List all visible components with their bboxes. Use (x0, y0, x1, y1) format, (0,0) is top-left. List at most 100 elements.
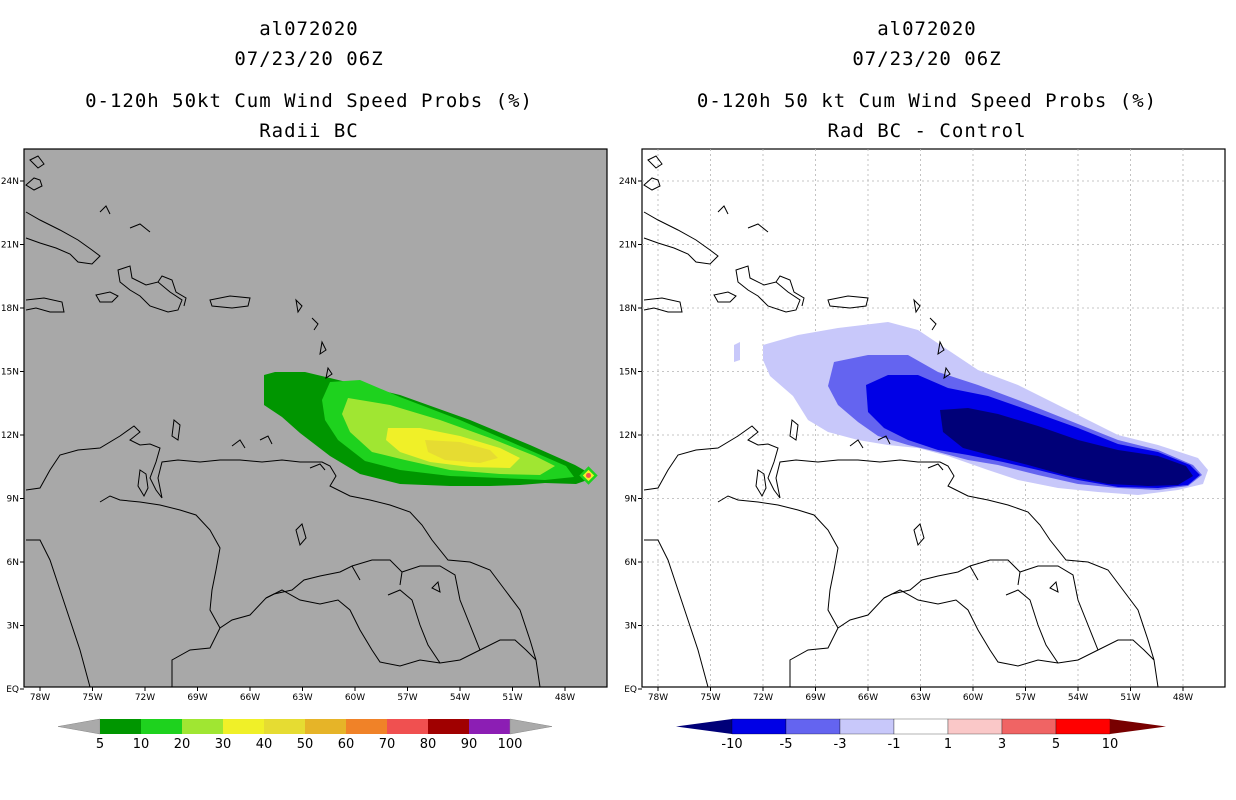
right-lat-ticks: 24N 21N 18N 15N 12N 9N 6N 3N EQ (619, 177, 642, 695)
lon-tick-label: 78W (30, 693, 50, 703)
lat-tick-label: 6N (7, 558, 19, 568)
lon-tick-label: 75W (82, 693, 102, 703)
colorbar-arrow-high (509, 718, 553, 735)
colorbar-swatch (387, 719, 428, 734)
right-title-product: 0-120h 50 kt Cum Wind Speed Probs (%) (696, 90, 1158, 112)
lon-tick-label: 66W (858, 693, 878, 703)
lat-tick-label: 24N (1, 177, 19, 187)
colorbar-arrow-high (1110, 719, 1166, 734)
colorbar-swatch (839, 718, 895, 735)
lon-tick-label: 63W (910, 693, 930, 703)
lon-tick-label: 51W (502, 693, 522, 703)
lat-tick-label: 15N (1, 368, 19, 378)
colorbar-swatch (947, 718, 1003, 735)
lat-tick-label: 18N (1, 304, 19, 314)
lat-tick-label: 12N (1, 431, 19, 441)
lat-tick-label: 15N (619, 368, 637, 378)
colorbar-label: 60 (338, 737, 355, 752)
lat-tick-label: 12N (619, 431, 637, 441)
lon-tick-label: 57W (1015, 693, 1035, 703)
colorbar-label: -1 (888, 737, 901, 752)
lon-tick-label: 69W (187, 693, 207, 703)
right-diff-minus1-b (734, 342, 740, 362)
colorbar-arrow-low (57, 718, 101, 735)
colorbar-swatch (141, 719, 182, 734)
colorbar-label: -3 (834, 737, 847, 752)
colorbar-label: 5 (96, 737, 104, 752)
colorbar-swatch (100, 719, 141, 734)
lon-tick-label: 54W (1068, 693, 1088, 703)
colorbar-swatch (785, 718, 841, 735)
colorbar-label: 50 (297, 737, 314, 752)
lon-tick-label: 72W (135, 693, 155, 703)
colorbar-swatch (469, 719, 510, 734)
left-lat-ticks: 24N 21N 18N 15N 12N 9N 6N 3N EQ (1, 177, 24, 695)
lon-tick-label: 48W (555, 693, 575, 703)
colorbar-label: 40 (256, 737, 273, 752)
colorbar-label: 1 (944, 737, 952, 752)
colorbar-label: 10 (133, 737, 150, 752)
colorbar-swatch (428, 719, 469, 734)
lon-tick-label: 69W (805, 693, 825, 703)
colorbar-swatch (182, 719, 223, 734)
right-difference-shading (734, 322, 1208, 495)
left-coastlines (25, 155, 541, 688)
left-panel: al072020 07/23/20 06Z 0-120h 50kt Cum Wi… (1, 18, 608, 752)
colorbar-label: 90 (461, 737, 478, 752)
colorbar-label: -10 (721, 737, 742, 752)
lat-tick-label: 24N (619, 177, 637, 187)
right-map: 78W 75W 72W 69W 66W 63W 60W 57W 54W 51W 48W 24N 21N… (619, 148, 1226, 752)
colorbar-swatch (346, 719, 387, 734)
lat-tick-label: 18N (619, 304, 637, 314)
right-lon-ticks: 78W 75W 72W 69W 66W 63W 60W 57W 54W 51W 48W (648, 687, 1193, 703)
lon-tick-label: 60W (345, 693, 365, 703)
colorbar-label: 10 (1102, 737, 1119, 752)
lon-tick-label: 66W (240, 693, 260, 703)
colorbar-label: 3 (998, 737, 1006, 752)
colorbar-swatch (305, 719, 346, 734)
left-title-product: 0-120h 50kt Cum Wind Speed Probs (%) (85, 90, 533, 112)
colorbar-label: 100 (498, 737, 523, 752)
colorbar-label: 70 (379, 737, 396, 752)
lat-tick-label: 3N (625, 622, 637, 632)
left-title-subtitle: Radii BC (259, 120, 359, 142)
lon-tick-label: 78W (648, 693, 668, 703)
colorbar-swatch (731, 718, 787, 735)
lat-tick-label: 9N (7, 495, 19, 505)
colorbar-swatch (264, 719, 305, 734)
colorbar-swatch (1001, 718, 1057, 735)
lon-tick-label: 48W (1173, 693, 1193, 703)
left-lon-ticks: 78W 75W 72W 69W 66W 63W 60W 57W 54W 51W 48W (30, 687, 575, 703)
right-title-subtitle: Rad BC - Control (827, 120, 1027, 142)
left-title-storm: al072020 (259, 18, 359, 40)
lon-tick-label: 75W (700, 693, 720, 703)
left-title-date: 07/23/20 06Z (234, 48, 384, 70)
lon-tick-label: 60W (963, 693, 983, 703)
lon-tick-label: 54W (450, 693, 470, 703)
left-probability-shading (264, 372, 598, 486)
left-prob-40 (425, 440, 498, 463)
left-map: 78W 75W 72W 69W 66W 63W 60W 57W 54W 51W 48W 24N 21N… (1, 148, 608, 752)
colorbar-label: 20 (174, 737, 191, 752)
right-title-date: 07/23/20 06Z (852, 48, 1002, 70)
lat-tick-label: EQ (624, 685, 637, 695)
lat-tick-label: 6N (625, 558, 637, 568)
colorbar-swatch (223, 719, 264, 734)
right-panel: al072020 07/23/20 06Z 0-120h 50 kt Cum W… (618, 0, 1236, 800)
colorbar-arrow-low (676, 719, 732, 734)
left-colorbar: 5 10 20 30 40 50 60 70 80 90 100 (57, 718, 553, 752)
lon-tick-label: 63W (292, 693, 312, 703)
right-coastlines (643, 155, 1159, 688)
lon-tick-label: 51W (1120, 693, 1140, 703)
colorbar-label: 30 (215, 737, 232, 752)
lat-tick-label: EQ (6, 685, 19, 695)
right-colorbar: -10 -5 -3 -1 1 3 5 10 (676, 718, 1166, 752)
colorbar-label: -5 (780, 737, 793, 752)
right-title-storm: al072020 (877, 18, 977, 40)
left-storm-marker-center (586, 473, 591, 478)
lat-tick-label: 9N (625, 495, 637, 505)
colorbar-swatch (1055, 718, 1111, 735)
lat-tick-label: 3N (7, 622, 19, 632)
lon-tick-label: 72W (753, 693, 773, 703)
colorbar-label: 80 (420, 737, 437, 752)
